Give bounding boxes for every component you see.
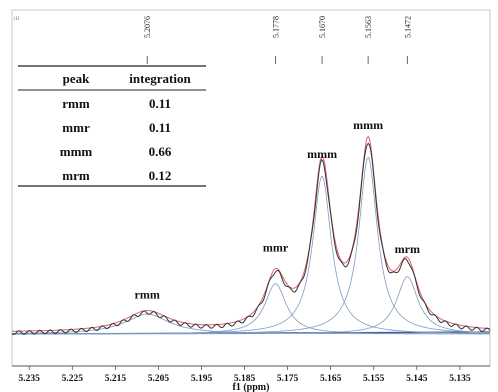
- x-tick-label: 5.135: [449, 374, 471, 384]
- corner-label: 1H: [13, 17, 20, 22]
- fitted-spectrum-line: [11, 135, 491, 332]
- table-cell: 0.11: [149, 96, 171, 111]
- x-axis: 5.235 5.225 5.215 5.205 5.195 5.185 5.175 5.165…: [12, 365, 490, 392]
- peak-markers: 5.2076 5.1778 5.1670 5.1563 5.1472: [143, 16, 412, 64]
- curves: [11, 135, 491, 335]
- peak-marker-label: 5.1563: [364, 16, 373, 38]
- peak-marker-label: 5.2076: [143, 16, 152, 38]
- table-cell: 0.12: [149, 168, 172, 183]
- table-header-integration: integration: [129, 71, 191, 86]
- x-tick-label: 5.175: [277, 374, 299, 384]
- x-ticks: 5.235 5.225 5.215 5.205 5.195 5.185 5.175 5.165…: [19, 366, 471, 384]
- table-cell: 0.66: [149, 144, 172, 159]
- table-cell: rmm: [62, 96, 90, 111]
- table-cell: mrm: [62, 168, 90, 183]
- table-cell: mmm: [60, 144, 93, 159]
- peak-annotation: rmm: [135, 287, 160, 301]
- peak-marker-label: 5.1472: [403, 16, 412, 38]
- peak-annotation: mmm: [307, 147, 337, 161]
- peak-annotations: rmm mmr mmm mmm mrm: [135, 118, 420, 302]
- x-tick-label: 5.165: [320, 374, 342, 384]
- plot-border: [11, 9, 491, 367]
- deconvolution-curve: [12, 276, 491, 335]
- x-axis-label: f1 (ppm): [233, 382, 270, 392]
- x-tick-label: 5.155: [363, 374, 385, 384]
- x-tick-label: 5.195: [191, 374, 213, 384]
- table-header-peak: peak: [63, 71, 91, 86]
- x-tick-label: 5.145: [406, 374, 428, 384]
- peak-annotation: mmm: [353, 118, 383, 132]
- peak-annotation: mmr: [263, 241, 289, 255]
- table-cell: mmr: [62, 120, 90, 135]
- x-tick-label: 5.235: [19, 374, 41, 384]
- peak-marker-label: 5.1670: [318, 16, 327, 38]
- x-tick-label: 5.185: [234, 374, 256, 384]
- peak-marker-label: 5.1778: [272, 16, 281, 38]
- integration-table: peak integration rmm 0.11 mmr 0.11 mmm 0…: [18, 65, 206, 187]
- x-tick-label: 5.225: [62, 374, 84, 384]
- x-tick-label: 5.215: [105, 374, 127, 384]
- peak-annotation: mrm: [395, 242, 420, 256]
- deconvolution-curves: [11, 156, 491, 335]
- table-cell: 0.11: [149, 120, 171, 135]
- experimental-spectrum-line: [11, 142, 491, 335]
- x-tick-label: 5.205: [148, 374, 170, 384]
